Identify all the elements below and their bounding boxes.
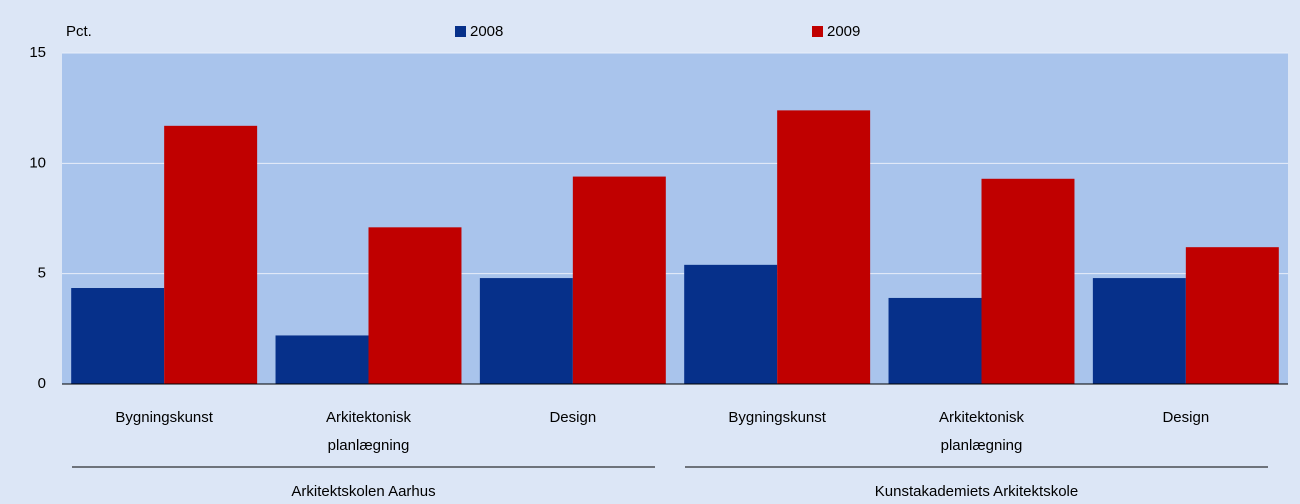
bar	[275, 335, 369, 384]
legend-swatch	[812, 26, 823, 37]
legend-label: 2008	[470, 23, 503, 40]
legend-label: 2009	[827, 23, 860, 40]
x-tick-label: Bygningskunst	[115, 409, 213, 426]
bar	[777, 110, 871, 384]
bar	[572, 176, 666, 384]
legend-swatch	[455, 26, 466, 37]
y-tick-label: 15	[29, 44, 46, 61]
group-label: Kunstakademiets Arkitektskole	[875, 483, 1078, 500]
x-tick-label: Arkitektonisk planlægning	[326, 409, 412, 454]
group-label: Arkitektskolen Aarhus	[291, 483, 435, 500]
bar	[479, 278, 573, 384]
bar	[888, 297, 982, 384]
bar	[71, 288, 165, 384]
bar	[1092, 278, 1186, 384]
y-tick-label: 10	[29, 154, 46, 171]
y-tick-label: 5	[38, 265, 46, 282]
y-axis-label: Pct.	[66, 23, 92, 40]
x-tick-label: Design	[549, 409, 596, 426]
bar	[1185, 247, 1279, 384]
plot-area	[62, 53, 1288, 384]
bar	[164, 125, 258, 384]
x-tick-label: Design	[1162, 409, 1209, 426]
y-tick-label: 0	[38, 375, 46, 392]
bar	[981, 178, 1075, 384]
bar	[368, 227, 462, 384]
bar	[684, 264, 778, 384]
x-tick-label: Arkitektonisk planlægning	[939, 409, 1025, 454]
x-tick-label: Bygningskunst	[728, 409, 826, 426]
